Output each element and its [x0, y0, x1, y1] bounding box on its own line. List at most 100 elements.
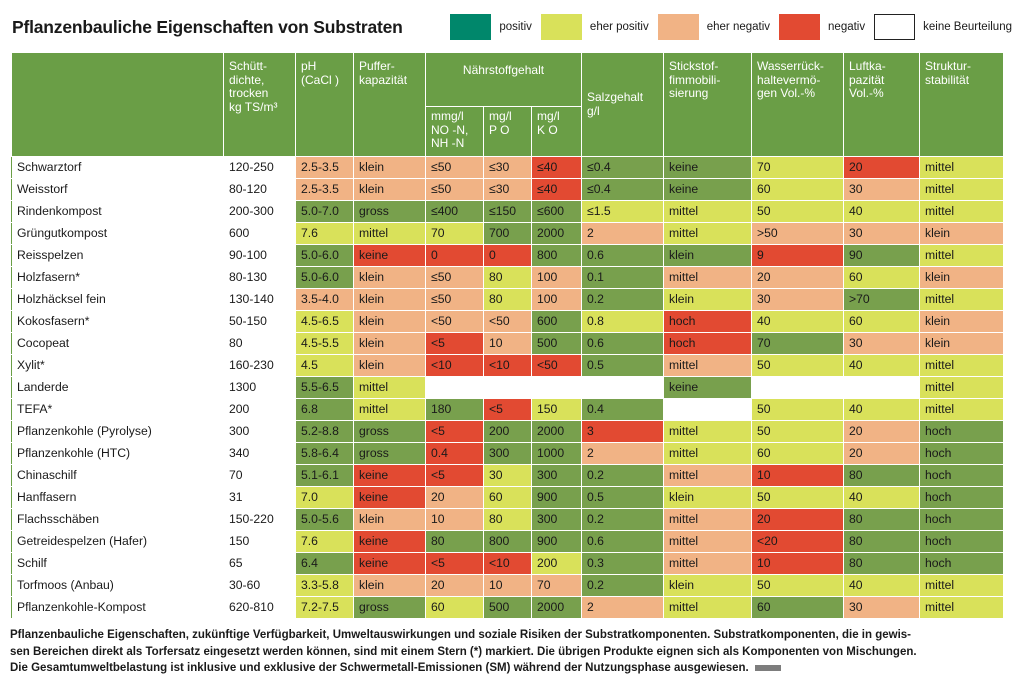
- substrate-name: Cocopeat: [11, 332, 224, 355]
- table-cell: mittel: [919, 596, 1004, 619]
- table-cell: 0.6: [581, 244, 664, 267]
- table-cell: 30: [751, 288, 844, 311]
- table-cell: ≤400: [425, 200, 484, 223]
- table-cell: 900: [531, 486, 582, 509]
- table-row: Xylit* 160-230 4.5 klein <10 <10 <50 0.5 mittel 5…: [11, 354, 1004, 377]
- table-cell: 800: [531, 244, 582, 267]
- table-cell: 10: [483, 332, 532, 355]
- table-cell: klein: [353, 508, 426, 531]
- table-cell: keine: [353, 486, 426, 509]
- table-cell: 80: [843, 508, 920, 531]
- table-cell: mittel: [663, 266, 752, 289]
- substrate-name: Holzfasern*: [11, 266, 224, 289]
- table-cell: ≤50: [425, 266, 484, 289]
- table-row: Holzhäcksel fein 130-140 3.5-4.0 klein ≤50 80…: [11, 288, 1004, 311]
- substrate-name: Rindenkompost: [11, 200, 224, 223]
- table-row: Torfmoos (Anbau) 30-60 3.3-5.8 klein 20 10 70 0…: [11, 574, 1004, 597]
- table-cell: 4.5-6.5: [295, 310, 354, 333]
- table-cell: 80: [483, 266, 532, 289]
- table-cell: gross: [353, 442, 426, 465]
- legend: positiv eher positiv eher negativ negativ ke…: [441, 14, 1012, 40]
- table-cell: 6.8: [295, 398, 354, 421]
- header-phosphorus: mg/l P O: [483, 106, 532, 157]
- table-cell: 10: [425, 508, 484, 531]
- table-cell: 40: [751, 310, 844, 333]
- table-cell: mittel: [919, 288, 1004, 311]
- table-cell: 5.8-6.4: [295, 442, 354, 465]
- substrate-name: Weisstorf: [11, 178, 224, 201]
- table-cell: klein: [353, 332, 426, 355]
- header-potassium: mg/l K O: [531, 106, 582, 157]
- header-ph: pH (CaCl ): [295, 52, 354, 157]
- table-cell: gross: [353, 200, 426, 223]
- table-cell: 200: [483, 420, 532, 443]
- table-cell: 0: [483, 244, 532, 267]
- table-row: Reisspelzen 90-100 5.0-6.0 keine 0 0 800 0.6 kle…: [11, 244, 1004, 267]
- table-cell: 900: [531, 530, 582, 553]
- table-cell: ≤150: [483, 200, 532, 223]
- table-cell: >50: [751, 222, 844, 245]
- table-cell: 620-810: [223, 596, 296, 619]
- table-cell: 3.5-4.0: [295, 288, 354, 311]
- table-cell: klein: [353, 310, 426, 333]
- table-cell: 70: [425, 222, 484, 245]
- caption-line: Pflanzenbauliche Eigenschaften, zukünfti…: [10, 629, 911, 641]
- table-cell: ≤50: [425, 156, 484, 179]
- table-cell: 30: [843, 332, 920, 355]
- table-cell: 160-230: [223, 354, 296, 377]
- table-cell: <10: [483, 354, 532, 377]
- substrate-name: Holzhäcksel fein: [11, 288, 224, 311]
- table-cell: 50: [751, 486, 844, 509]
- table-cell: 3.3-5.8: [295, 574, 354, 597]
- table-cell: klein: [353, 266, 426, 289]
- table-cell: 60: [751, 178, 844, 201]
- table-cell: 0.5: [581, 354, 664, 377]
- table-cell: 80: [843, 464, 920, 487]
- table-cell: 30: [843, 596, 920, 619]
- header: Pflanzenbauliche Eigenschaften von Subst…: [10, 14, 1014, 44]
- table-cell: 600: [223, 222, 296, 245]
- page-title: Pflanzenbauliche Eigenschaften von Subst…: [12, 17, 403, 37]
- table-cell: mittel: [663, 530, 752, 553]
- substrate-name: Schilf: [11, 552, 224, 575]
- table-cell: keine: [663, 178, 752, 201]
- table-cell: 90-100: [223, 244, 296, 267]
- table-row: Cocopeat 80 4.5-5.5 klein <5 10 500 0.6 hoch 70 30…: [11, 332, 1004, 355]
- table-cell: <5: [425, 420, 484, 443]
- table-cell: [531, 376, 582, 399]
- table-cell: keine: [353, 552, 426, 575]
- table-row: Holzfasern* 80-130 5.0-6.0 klein ≤50 80 100 0.1…: [11, 266, 1004, 289]
- table-row: Pflanzenkohle (HTC) 340 5.8-6.4 gross 0.4 300…: [11, 442, 1004, 465]
- table-cell: 20: [843, 156, 920, 179]
- table-cell: ≤40: [531, 156, 582, 179]
- table-cell: mittel: [663, 596, 752, 619]
- table-cell: 2.5-3.5: [295, 156, 354, 179]
- table-cell: ≤600: [531, 200, 582, 223]
- table-cell: mittel: [919, 244, 1004, 267]
- table-cell: [483, 376, 532, 399]
- table-cell: <5: [425, 464, 484, 487]
- table-cell: [751, 376, 844, 399]
- table-cell: ≤30: [483, 156, 532, 179]
- table-cell: 4.5-5.5: [295, 332, 354, 355]
- header-name: [11, 52, 224, 157]
- table-cell: keine: [353, 464, 426, 487]
- legend-swatch: [450, 14, 492, 40]
- table-row: Schwarztorf 120-250 2.5-3.5 klein ≤50 ≤30 ≤40 ≤…: [11, 156, 1004, 179]
- table-cell: 5.1-6.1: [295, 464, 354, 487]
- table-cell: 20: [843, 442, 920, 465]
- table-cell: mittel: [663, 222, 752, 245]
- table-cell: hoch: [919, 508, 1004, 531]
- table-cell: klein: [353, 288, 426, 311]
- table-cell: 2.5-3.5: [295, 178, 354, 201]
- table-cell: 80-130: [223, 266, 296, 289]
- table-cell: >70: [843, 288, 920, 311]
- header-pufferkapazitaet: Puffer-kapazität: [353, 52, 426, 157]
- table-cell: gross: [353, 420, 426, 443]
- table-cell: 4.5: [295, 354, 354, 377]
- table-cell: klein: [353, 354, 426, 377]
- substrate-name: Chinaschilf: [11, 464, 224, 487]
- table-cell: mittel: [353, 222, 426, 245]
- substrate-name: Pflanzenkohle-Kompost: [11, 596, 224, 619]
- table-cell: 7.2-7.5: [295, 596, 354, 619]
